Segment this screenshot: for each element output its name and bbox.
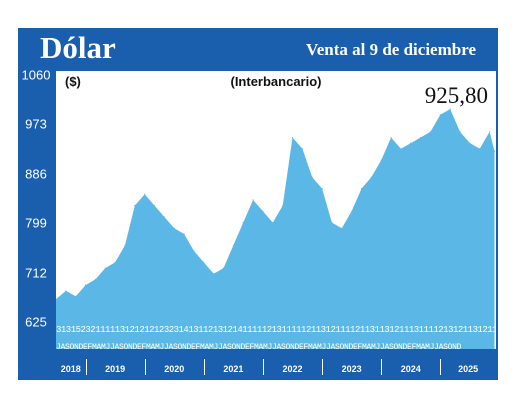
x-year-label: 2024 bbox=[400, 364, 421, 374]
data-point bbox=[301, 148, 303, 150]
chart-frame: Dólar Venta al 9 de diciembre 1060 973 886… bbox=[18, 28, 498, 380]
series-area bbox=[56, 109, 495, 349]
x-year-label: 2021 bbox=[223, 364, 244, 374]
data-point bbox=[124, 244, 126, 246]
data-point bbox=[351, 210, 353, 212]
data-point bbox=[242, 222, 244, 224]
data-point bbox=[341, 227, 343, 229]
data-point bbox=[153, 205, 156, 207]
data-point bbox=[489, 131, 491, 133]
data-point bbox=[449, 108, 451, 110]
x-year-separator bbox=[262, 359, 264, 375]
data-point bbox=[252, 199, 254, 201]
last-value-label: 925,80 bbox=[424, 83, 488, 108]
data-point bbox=[331, 222, 333, 224]
x-year-label: 2025 bbox=[458, 364, 479, 374]
page-subtitle: Venta al 9 de diciembre bbox=[306, 40, 476, 59]
data-point bbox=[420, 136, 422, 139]
data-point bbox=[459, 131, 461, 133]
data-point bbox=[222, 267, 225, 269]
data-point bbox=[65, 290, 67, 292]
data-point bbox=[291, 136, 294, 139]
x-year-label: 2018 bbox=[60, 364, 81, 374]
data-point bbox=[262, 210, 264, 212]
data-point bbox=[213, 273, 215, 275]
y-tick-label: 799 bbox=[25, 215, 47, 231]
x-year-separator bbox=[381, 359, 383, 375]
page-title: Dólar bbox=[40, 30, 116, 65]
chart-title: (Interbancario) bbox=[230, 74, 322, 89]
x-year-label: 2019 bbox=[105, 364, 126, 374]
x-year-label: 2022 bbox=[282, 364, 303, 374]
data-point bbox=[134, 205, 136, 207]
data-point bbox=[232, 244, 234, 246]
data-point bbox=[56, 298, 57, 300]
data-point bbox=[390, 136, 392, 139]
plot-area: ($) (Interbancario) 925,80 bbox=[56, 71, 496, 349]
y-tick-label: 625 bbox=[25, 314, 47, 330]
data-point bbox=[429, 131, 432, 133]
x-year-label: 2023 bbox=[341, 364, 362, 374]
data-point bbox=[104, 267, 106, 269]
data-point bbox=[493, 150, 496, 152]
y-axis-unit: ($) bbox=[65, 74, 81, 89]
data-point bbox=[203, 261, 205, 263]
data-point bbox=[282, 205, 284, 207]
x-year-separator bbox=[85, 359, 87, 375]
data-point bbox=[183, 233, 185, 235]
x-year-separator bbox=[440, 359, 442, 375]
data-point bbox=[439, 114, 441, 116]
data-point bbox=[144, 193, 146, 195]
data-point bbox=[272, 222, 274, 224]
data-point bbox=[193, 250, 195, 252]
data-point bbox=[321, 188, 323, 190]
data-point bbox=[360, 188, 363, 190]
data-point bbox=[163, 216, 165, 218]
x-axis-day-ticks: 3131523211111312121212323141311213121411… bbox=[56, 325, 496, 335]
data-point bbox=[479, 148, 481, 150]
data-point bbox=[75, 295, 77, 297]
data-point bbox=[173, 227, 175, 229]
data-point bbox=[410, 142, 412, 144]
data-point bbox=[380, 159, 382, 161]
data-point bbox=[94, 278, 96, 280]
data-point bbox=[370, 176, 372, 178]
data-point bbox=[469, 142, 471, 144]
x-year-separator bbox=[203, 359, 205, 375]
data-point bbox=[114, 261, 116, 263]
data-point bbox=[311, 176, 313, 178]
x-axis-month-ticks: JASONDEFMAMJJASONDEFMAMJJASONDEFMAMJJASO… bbox=[56, 343, 462, 352]
chart-svg bbox=[56, 108, 496, 349]
y-tick-label: 973 bbox=[25, 116, 47, 132]
x-year-label: 2020 bbox=[164, 364, 185, 374]
x-year-separator bbox=[322, 359, 324, 375]
x-year-separator bbox=[144, 359, 146, 375]
data-point bbox=[85, 284, 87, 286]
data-point bbox=[400, 148, 402, 150]
y-tick-label: 712 bbox=[25, 265, 47, 281]
y-tick-label: 1060 bbox=[21, 67, 51, 83]
y-tick-label: 886 bbox=[25, 166, 47, 182]
